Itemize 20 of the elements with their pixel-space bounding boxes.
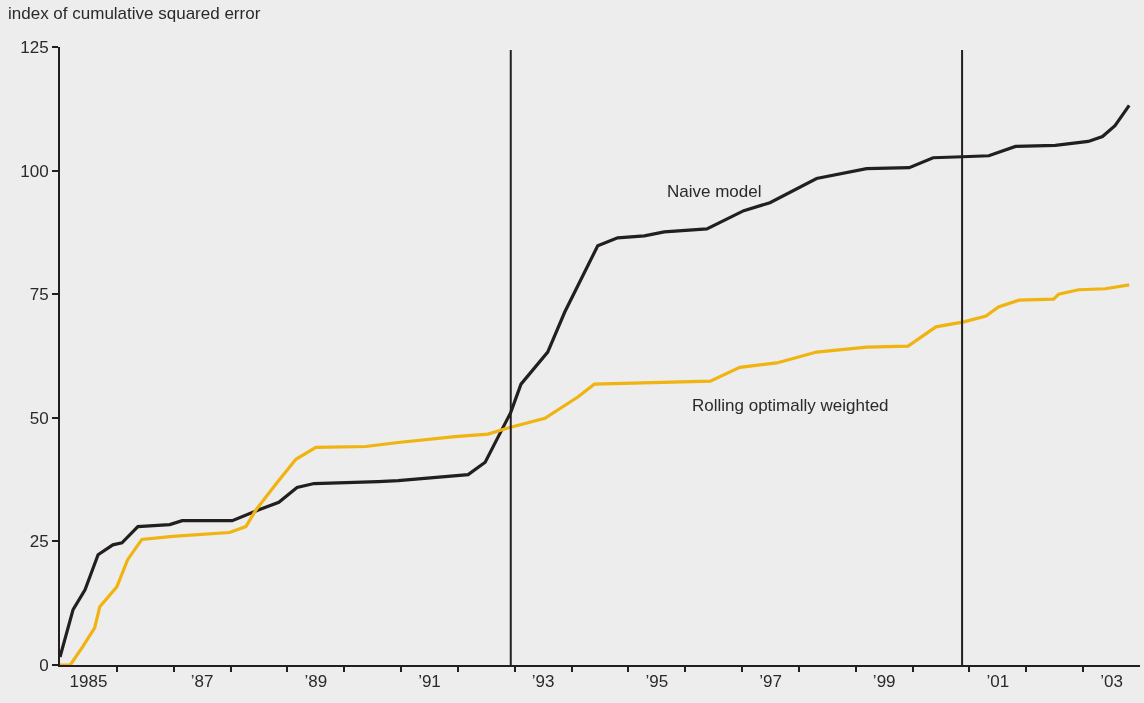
x-tick-label: ’99: [872, 672, 896, 692]
x-tick-label: ’95: [645, 672, 669, 692]
line-series: [60, 283, 1131, 665]
x-tick-label: ’01: [986, 672, 1010, 692]
x-tick-label: ’89: [304, 672, 328, 692]
y-tick-label: 0: [39, 655, 49, 675]
y-tick-label: 75: [29, 285, 49, 305]
x-tick-label: ’03: [1100, 672, 1123, 692]
x-tick-label: ’87: [190, 672, 214, 692]
x-tick-label: ’97: [759, 672, 782, 692]
series-label: Rolling optimally weighted: [692, 396, 889, 415]
y-axis-title: index of cumulative squared error: [8, 4, 261, 23]
x-tick-label: ’91: [418, 672, 441, 692]
y-tick-label: 125: [20, 37, 49, 57]
series-label: Naive model: [667, 182, 762, 201]
x-tick-label: ’93: [531, 672, 555, 692]
y-tick-label: 25: [29, 532, 49, 552]
x-tick-label: 1985: [69, 672, 108, 692]
y-tick-label: 50: [29, 408, 49, 428]
y-tick-label: 100: [20, 161, 49, 181]
